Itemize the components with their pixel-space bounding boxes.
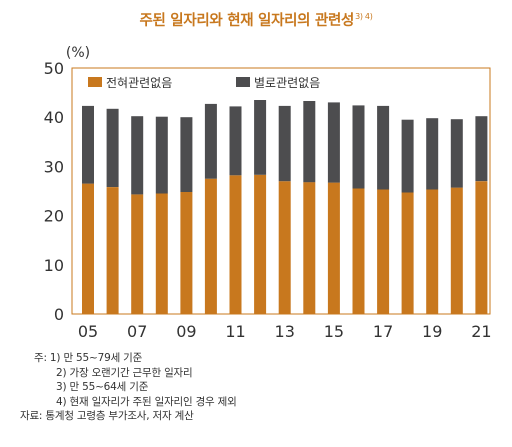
bar-not-related-at-all-16 xyxy=(352,188,365,314)
bar-not-related-at-all-14 xyxy=(303,182,316,314)
bar-not-related-at-all-10 xyxy=(204,178,217,314)
source-note: 자료: 통계청 고령층 부가조사, 저자 계산 xyxy=(20,410,194,422)
x-tick-label: 07 xyxy=(127,322,147,341)
y-tick-label: 10 xyxy=(44,256,64,275)
bar-not-related-at-all-06 xyxy=(106,187,119,314)
legend: 전혀관련없음 별로관련없음 xyxy=(88,76,320,90)
bar-not-very-related-14 xyxy=(303,101,316,183)
bar-not-related-at-all-15 xyxy=(327,182,340,314)
x-tick-label: 15 xyxy=(324,322,344,341)
bar-not-very-related-16 xyxy=(352,105,365,189)
x-tick-label: 11 xyxy=(225,322,245,341)
bar-not-very-related-05 xyxy=(82,105,94,184)
title-superscript: 3) 4) xyxy=(355,12,373,21)
bar-not-very-related-10 xyxy=(204,103,217,179)
bar-not-very-related-11 xyxy=(229,106,242,176)
bar-not-very-related-06 xyxy=(106,108,119,187)
bar-not-related-at-all-13 xyxy=(278,181,291,314)
bar-not-related-at-all-12 xyxy=(254,174,267,314)
bar-not-very-related-15 xyxy=(327,102,340,183)
y-tick-label: 50 xyxy=(44,59,64,78)
bar-not-very-related-12 xyxy=(254,100,267,175)
bar-not-very-related-13 xyxy=(278,105,291,182)
y-tick-label: 40 xyxy=(44,108,64,127)
x-axis-ticks: 05 07 09 11 13 15 17 19 21 xyxy=(78,310,492,341)
bar-not-related-at-all-07 xyxy=(131,194,144,314)
footnotes: 주: 1) 만 55~79세 기준 2) 가장 오랜기간 근무한 일자리 3) … xyxy=(20,351,237,424)
bar-not-related-at-all-05 xyxy=(82,183,94,314)
x-tick-label: 13 xyxy=(275,322,295,341)
x-tick-label: 09 xyxy=(176,322,196,341)
bars xyxy=(82,100,488,314)
bar-not-very-related-09 xyxy=(180,117,193,192)
legend-label: 전혀관련없음 xyxy=(106,76,172,90)
bar-not-related-at-all-17 xyxy=(377,189,390,314)
footnote-1: 주: 1) 만 55~79세 기준 xyxy=(34,352,143,364)
legend-swatch xyxy=(236,77,250,87)
bar-not-related-at-all-08 xyxy=(155,193,168,314)
bar-not-related-at-all-11 xyxy=(229,175,242,314)
footnote-4: 4) 현재 일자리가 주된 일자리인 경우 제외 xyxy=(56,395,237,408)
x-tick-label: 21 xyxy=(471,322,491,341)
x-tick-label: 05 xyxy=(78,322,98,341)
bar-not-very-related-08 xyxy=(155,116,168,194)
y-tick-label: 0 xyxy=(54,305,64,324)
bar-not-related-at-all-18 xyxy=(401,192,414,314)
legend-swatch xyxy=(88,77,102,87)
footnote-3: 3) 만 55~64세 기준 xyxy=(56,381,149,393)
bar-not-related-at-all-19 xyxy=(426,189,439,314)
bar-not-very-related-21 xyxy=(475,116,488,182)
bar-not-related-at-all-21 xyxy=(475,181,488,314)
bar-not-related-at-all-09 xyxy=(180,192,193,314)
x-tick-label: 19 xyxy=(422,322,442,341)
x-tick-label: 17 xyxy=(373,322,393,341)
y-axis-ticks: 0 10 20 30 40 50 xyxy=(44,59,64,324)
legend-label: 별로관련없음 xyxy=(254,76,320,90)
y-axis-unit-label: (%) xyxy=(66,45,90,61)
bar-not-very-related-18 xyxy=(401,119,414,193)
footnote-2: 2) 가장 오랜기간 근무한 일자리 xyxy=(56,366,193,379)
chart-title: 주된 일자리와 현재 일자리의 관련성3) 4) xyxy=(139,12,373,29)
bar-not-very-related-07 xyxy=(131,116,144,195)
bar-not-very-related-19 xyxy=(426,118,439,190)
bar-not-related-at-all-20 xyxy=(450,187,463,314)
y-tick-label: 30 xyxy=(44,157,64,176)
y-tick-label: 20 xyxy=(44,207,64,226)
bar-not-very-related-17 xyxy=(377,105,390,190)
bar-not-very-related-20 xyxy=(450,119,463,188)
stacked-bar-chart: (%) 0 10 20 30 40 50 05 07 09 11 13 15 17 19 21 전혀관련없… xyxy=(44,45,492,341)
